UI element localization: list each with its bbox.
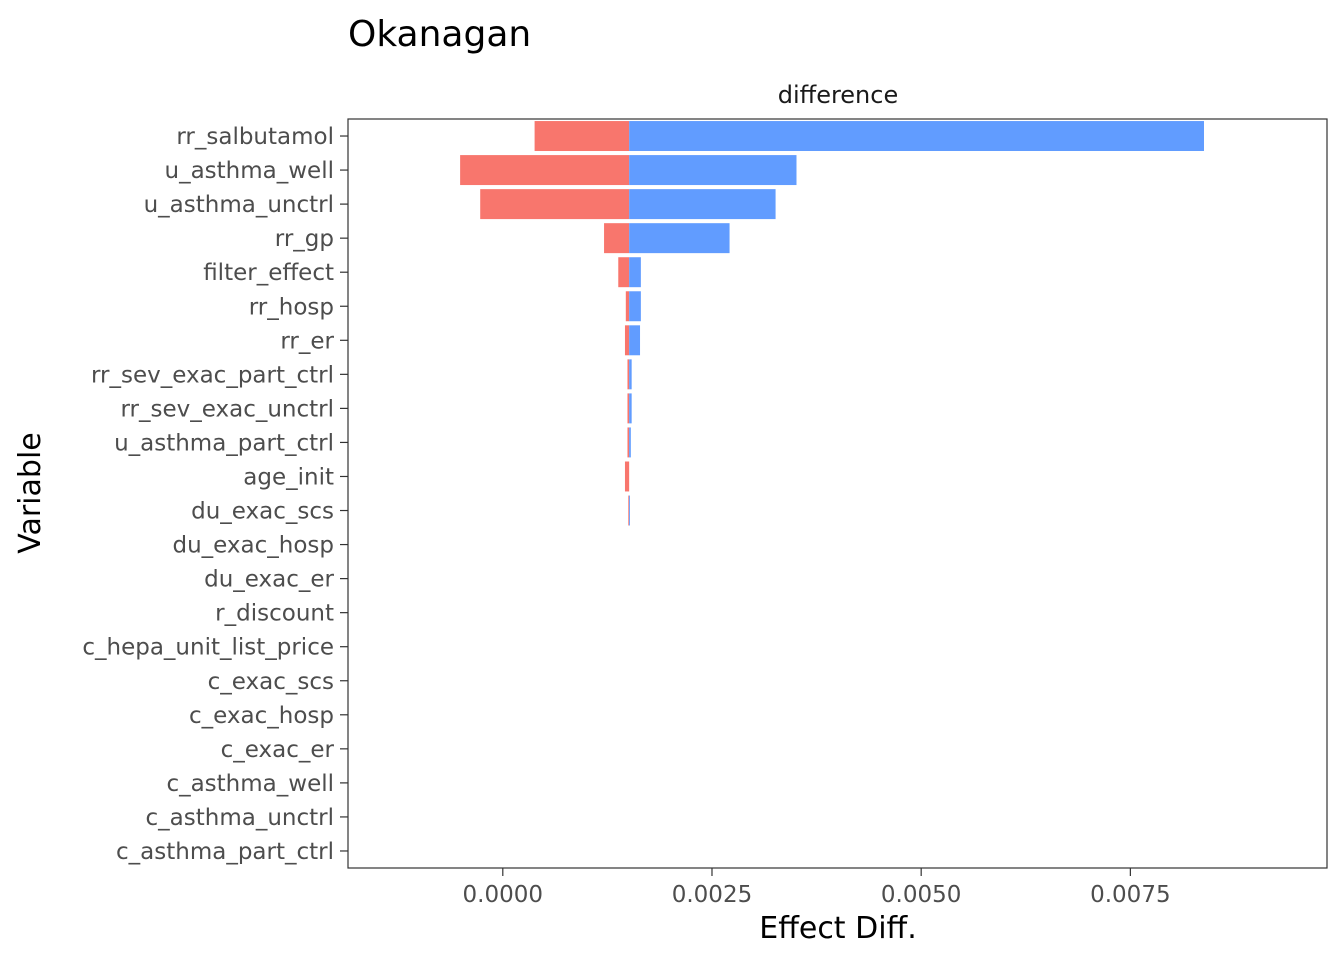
y-tick-label: du_exac_scs <box>191 499 334 525</box>
x-axis-title: Effect Diff. <box>759 911 917 946</box>
bar-low-rr_salbutamol <box>534 121 630 152</box>
y-tick-label: u_asthma_well <box>165 158 335 184</box>
y-axis: rr_salbutamol u_asthma_well u_asthma_unctr… <box>82 124 348 865</box>
y-tick-label: rr_hosp <box>249 294 334 320</box>
bar-high-u_asthma_part_ctrl <box>629 427 631 458</box>
bar-high-du_exac_scs <box>629 495 630 526</box>
x-tick-label: 0.0000 <box>463 882 543 908</box>
bars-group <box>460 121 1204 526</box>
bar-high-filter_effect <box>629 257 641 288</box>
facet-strip-label: difference <box>778 81 898 109</box>
y-tick-label: c_asthma_well <box>166 771 334 797</box>
x-tick-label: 0.0025 <box>672 882 752 908</box>
bar-low-u_asthma_unctrl <box>480 189 630 220</box>
chart-title: Okanagan <box>348 14 531 55</box>
y-axis-title: Variable <box>13 432 48 553</box>
bar-high-rr_salbutamol <box>629 121 1204 152</box>
bar-high-u_asthma_well <box>629 155 797 186</box>
bar-low-rr_er <box>624 325 630 356</box>
bar-low-filter_effect <box>618 257 630 288</box>
y-tick-label: rr_salbutamol <box>176 124 334 150</box>
y-tick-label: c_exac_hosp <box>189 703 334 729</box>
y-tick-label: du_exac_er <box>204 567 334 593</box>
bar-low-rr_gp <box>604 223 630 254</box>
y-tick-label: rr_sev_exac_unctrl <box>120 396 334 422</box>
y-tick-label: r_discount <box>215 601 334 627</box>
y-tick-label: rr_er <box>280 328 334 354</box>
x-axis: 0.0000 0.0025 0.0050 0.0075 <box>463 868 1171 908</box>
y-tick-label: c_asthma_unctrl <box>146 805 334 831</box>
y-tick-label: u_asthma_unctrl <box>144 192 334 218</box>
bar-high-rr_sev_exac_part_ctrl <box>629 359 632 390</box>
y-tick-label: c_hepa_unit_list_price <box>82 635 334 661</box>
x-tick-label: 0.0075 <box>1090 882 1170 908</box>
bar-low-age_init <box>624 461 630 492</box>
bar-low-u_asthma_well <box>460 155 630 186</box>
y-tick-label: rr_gp <box>275 226 334 252</box>
y-tick-label: c_exac_er <box>221 737 335 763</box>
y-tick-label: age_init <box>243 464 334 490</box>
y-tick-label: filter_effect <box>203 260 334 286</box>
bar-low-rr_sev_exac_part_ctrl <box>627 359 630 390</box>
bar-high-rr_er <box>629 325 641 356</box>
bar-low-rr_hosp <box>625 291 630 322</box>
panel-border <box>347 118 1328 869</box>
x-tick-label: 0.0050 <box>881 882 961 908</box>
bar-high-rr_gp <box>629 223 730 254</box>
bar-high-rr_hosp <box>629 291 641 322</box>
bar-high-u_asthma_unctrl <box>629 189 776 220</box>
y-tick-label: rr_sev_exac_part_ctrl <box>91 362 334 388</box>
bar-low-u_asthma_part_ctrl <box>627 427 630 458</box>
y-tick-label: u_asthma_part_ctrl <box>114 430 334 456</box>
y-tick-label: c_asthma_part_ctrl <box>116 839 334 865</box>
bar-low-rr_sev_exac_unctrl <box>627 393 630 424</box>
y-tick-label: du_exac_hosp <box>172 533 334 559</box>
y-tick-label: c_exac_scs <box>208 669 334 695</box>
bar-low-du_exac_scs <box>628 495 630 526</box>
bar-high-rr_sev_exac_unctrl <box>629 393 632 424</box>
